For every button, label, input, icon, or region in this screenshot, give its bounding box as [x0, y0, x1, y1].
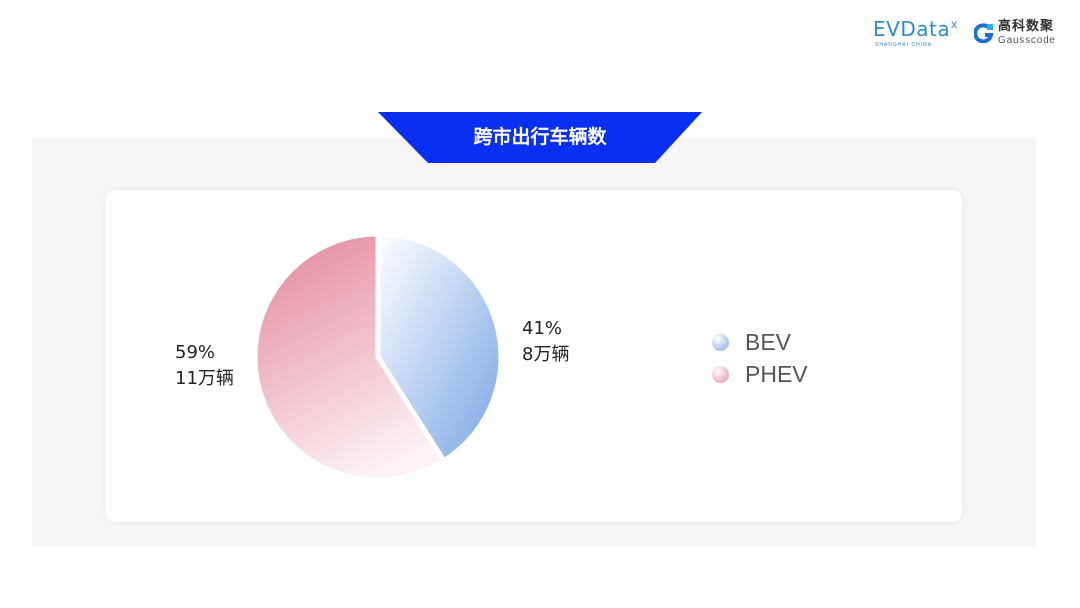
- title-banner: [378, 112, 702, 163]
- chart-card: [105, 190, 962, 522]
- gausscode-logo-en: Gausscode: [998, 35, 1056, 46]
- legend-item-bev: BEV: [712, 327, 791, 357]
- evdata-logo: EVData x SHANGHAI CHINA: [873, 18, 971, 50]
- legend-dot-phev: [712, 365, 729, 383]
- legend-item-phev: PHEV: [712, 359, 808, 389]
- data-label-phev-percent: 59%: [175, 342, 216, 363]
- legend-label-phev: PHEV: [745, 361, 808, 387]
- gausscode-logo: 高科数聚 Gausscode: [974, 19, 1074, 49]
- evdata-logo-sub: SHANGHAI CHINA: [875, 42, 933, 48]
- data-label-bev-percent: 41%: [522, 318, 563, 339]
- evdata-logo-row: EVData x: [873, 18, 957, 40]
- chart-title: 跨市出行车辆数: [473, 126, 607, 148]
- legend-label-bev: BEV: [745, 329, 792, 355]
- gausscode-logo-cn: 高科数聚: [998, 19, 1055, 34]
- data-label-phev: 59% 11万辆: [175, 340, 234, 392]
- evdata-logo-x: x: [951, 17, 958, 31]
- legend-dot-bev: [712, 333, 729, 351]
- pie-slice-phev: [252, 231, 447, 483]
- gausscode-mark-icon: [974, 23, 994, 43]
- evdata-logo-text: EVData: [873, 17, 951, 41]
- data-label-phev-count: 11万辆: [175, 368, 234, 389]
- data-label-bev-count: 8万辆: [522, 344, 570, 365]
- data-label-bev: 41% 8万辆: [522, 316, 569, 368]
